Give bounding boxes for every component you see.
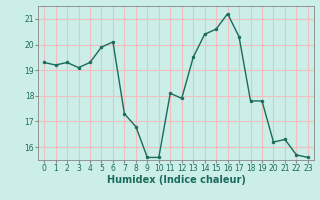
X-axis label: Humidex (Indice chaleur): Humidex (Indice chaleur) [107, 175, 245, 185]
